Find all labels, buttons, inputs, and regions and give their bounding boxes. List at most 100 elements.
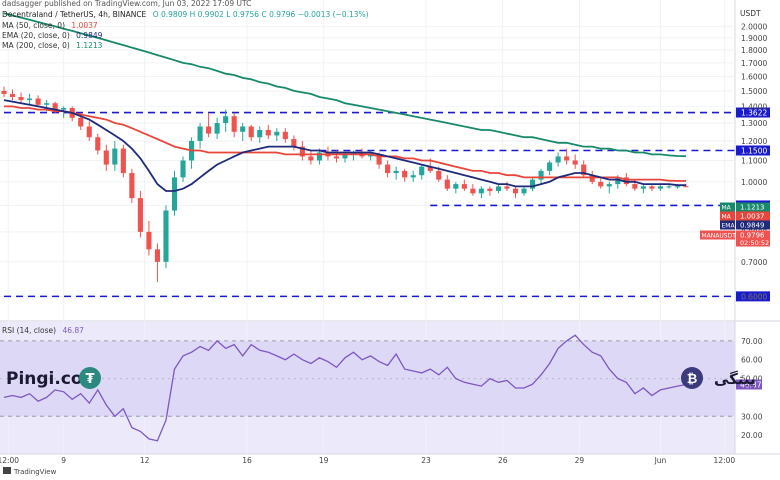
- time-tick-label: 23: [421, 456, 431, 465]
- price-tick-label: 1.5000: [741, 87, 767, 96]
- ohlc-values: O 0.9809 H 0.9902 L 0.9756 C 0.9796 −0.0…: [153, 10, 369, 19]
- tradingview-logo[interactable]: TradingView: [3, 467, 57, 476]
- price-tag-name: MA: [722, 214, 732, 221]
- candle-body: [18, 96, 24, 101]
- price-tag-value: 1.1213: [740, 204, 765, 212]
- candle-body: [564, 156, 570, 161]
- candle-body: [223, 116, 229, 124]
- price-tag-name: EMA: [722, 223, 736, 230]
- rsi-indicator: [0, 334, 735, 442]
- candle-body: [154, 249, 161, 262]
- time-tick-label: 19: [319, 456, 329, 465]
- candle-body: [495, 186, 502, 191]
- candle-body: [419, 166, 425, 176]
- candle-body: [615, 177, 621, 185]
- price-tag-name-box: [720, 211, 735, 221]
- candle-body: [538, 170, 544, 180]
- level-tag-label: 0.6000: [741, 292, 767, 301]
- price-tick-label: 0.6000: [741, 292, 767, 301]
- watermark-brand-fa: پینگی: [714, 370, 756, 389]
- time-tick-label: 29: [575, 456, 585, 465]
- price-tick-label: 1.2000: [741, 137, 767, 146]
- candle-body: [461, 184, 467, 189]
- candle-body: [265, 130, 271, 136]
- level-tag-label: 1.3622: [741, 109, 767, 118]
- rsi-legend[interactable]: RSI (14, close) 46.87: [2, 326, 84, 335]
- candle-body: [146, 231, 152, 250]
- candle-body: [470, 188, 476, 194]
- rsi-legend-label: RSI (14, close): [2, 326, 56, 335]
- level-tag: [736, 107, 770, 118]
- candle-body: [137, 198, 143, 232]
- price-tag-value-box: [736, 220, 770, 230]
- candle-body: [180, 160, 186, 178]
- time-tick-label: 9: [61, 456, 66, 465]
- candle-body: [171, 177, 178, 211]
- price-tag-value: 0.9849: [740, 222, 765, 230]
- candle-body: [606, 184, 612, 187]
- ma200-line: [3, 12, 687, 158]
- legend-ema20[interactable]: EMA (20, close, 0) 0.9849: [2, 31, 103, 40]
- candle-body: [333, 156, 340, 159]
- candle-body: [197, 126, 203, 141]
- legend-ma200[interactable]: MA (200, close, 0) 1.1213: [2, 41, 103, 50]
- candle-body: [257, 130, 263, 138]
- price-tick-label: 0.7000: [741, 258, 767, 267]
- candle-body: [453, 184, 459, 189]
- candle-body: [342, 154, 348, 159]
- price-tag-name-box: [700, 230, 735, 240]
- legend-ma50-label: MA (50, close, 0): [2, 21, 65, 30]
- price-tick-label: 1.8000: [741, 46, 767, 55]
- price-tick-label: 1.7000: [741, 59, 767, 68]
- candle-body: [120, 148, 126, 174]
- candle-body: [282, 131, 288, 140]
- ma50-line: [4, 105, 687, 182]
- legend-ma50[interactable]: MA (50, close, 0) 1.0037: [2, 21, 98, 30]
- legend-ema20-value: 0.9849: [76, 31, 102, 40]
- candle-body: [436, 170, 442, 180]
- candle-body: [308, 156, 314, 161]
- candle-body: [640, 186, 646, 189]
- candle-body: [44, 103, 50, 105]
- candle-body: [504, 186, 510, 189]
- candle-body: [512, 188, 519, 194]
- candle-body: [86, 126, 92, 138]
- tradingview-icon: [3, 467, 11, 474]
- candle-body: [206, 126, 212, 134]
- tether-icon-glyph: ₮: [85, 372, 94, 387]
- level-tag: [736, 145, 770, 156]
- rsi-tick-label: 20.00: [741, 431, 763, 440]
- grid: [0, 0, 735, 454]
- rsi-tick-label: 70.00: [741, 337, 763, 346]
- candle-body: [112, 148, 118, 165]
- rsi-axis: 20.00 30.00 50.00 60.00 70.00 46.87: [736, 337, 763, 440]
- candle-body: [350, 152, 357, 155]
- price-tag-value-box: [736, 202, 770, 212]
- candle-body: [393, 170, 399, 174]
- symbol-name[interactable]: Decentraland / TetherUS, 4h, BINANCE: [2, 10, 147, 19]
- candle-body: [547, 162, 553, 171]
- candle-body: [214, 123, 220, 134]
- candle-body: [581, 164, 587, 176]
- price-tick-label: 1.9000: [741, 34, 767, 43]
- price-tag-countdown: 02:50:52: [740, 239, 769, 247]
- candle-body: [61, 107, 67, 110]
- watermark-right: ₿ پینگی: [681, 367, 756, 389]
- price-tick-label: 1.6000: [741, 72, 767, 81]
- candle-body: [623, 177, 629, 185]
- candle-body: [103, 150, 109, 165]
- candle-body: [555, 156, 561, 163]
- candle-body: [163, 210, 169, 262]
- candle-body: [95, 137, 101, 151]
- candle-body: [589, 175, 595, 182]
- candle-body: [521, 188, 527, 194]
- symbol-title: Decentraland / TetherUS, 4h, BINANCE O 0…: [2, 10, 369, 19]
- candle-body: [35, 98, 41, 105]
- bitcoin-icon: [681, 367, 703, 389]
- price-tag-name-box: [720, 202, 735, 212]
- candle-body: [674, 186, 681, 188]
- candle-body: [291, 139, 297, 147]
